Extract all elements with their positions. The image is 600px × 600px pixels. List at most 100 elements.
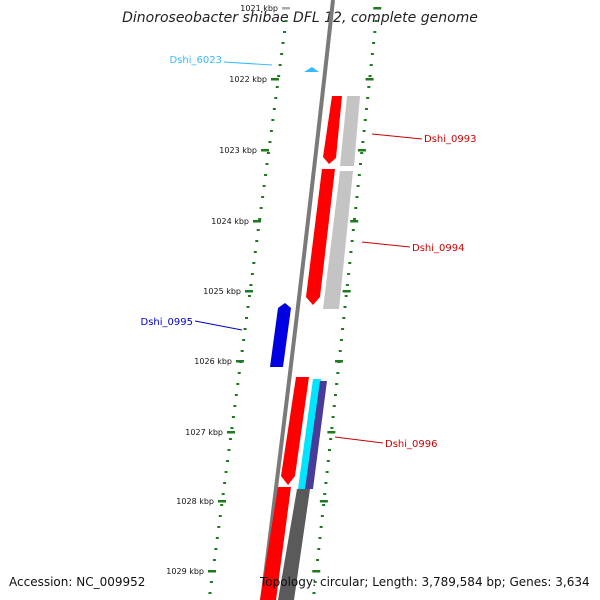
tick-label: 1026 kbp bbox=[194, 357, 232, 366]
tick-dot-right bbox=[349, 251, 353, 253]
tick-mark bbox=[208, 570, 216, 573]
tick-dot-left bbox=[281, 42, 285, 44]
tick-label: 1024 kbp bbox=[211, 217, 249, 226]
gene-label-dshi-0993[interactable]: Dshi_0993 bbox=[424, 134, 476, 145]
tick-dot-left bbox=[250, 273, 254, 275]
tick-dot-left bbox=[234, 394, 238, 396]
tick-dot-right bbox=[326, 460, 330, 462]
tick-dot-left bbox=[240, 350, 244, 352]
tick-dot-left bbox=[275, 86, 279, 88]
tick-dot-right bbox=[357, 174, 361, 176]
tick-dot-left bbox=[243, 328, 247, 330]
gene-arrow-lower[interactable] bbox=[260, 487, 291, 600]
tick-dot-right bbox=[332, 405, 336, 407]
tick-dot-right bbox=[325, 471, 329, 473]
genome-title: Dinoroseobacter shibae DFL 12, complete … bbox=[122, 10, 478, 26]
tick-dot-left bbox=[277, 75, 281, 77]
tick-dot-right bbox=[322, 504, 326, 506]
tick-dot-left bbox=[233, 405, 237, 407]
tick-dot-left bbox=[247, 295, 251, 297]
tick-dot-right bbox=[338, 350, 342, 352]
tick-mark bbox=[327, 431, 336, 434]
tick-dot-right bbox=[370, 53, 374, 55]
tick-dot-right bbox=[342, 317, 346, 319]
tick-dot-left bbox=[261, 196, 265, 198]
tick-dot-right bbox=[367, 86, 371, 88]
tick-dot-left bbox=[283, 31, 287, 33]
tick-mark bbox=[245, 290, 253, 293]
gene-arrow-dshi-0994[interactable] bbox=[306, 169, 335, 305]
tick-dot-left bbox=[262, 185, 266, 187]
tick-label: 1021 kbp bbox=[240, 4, 278, 13]
tick-dot-left bbox=[214, 548, 218, 550]
tick-mark bbox=[350, 220, 359, 223]
tick-mark bbox=[218, 500, 226, 503]
tick-dot-left bbox=[226, 460, 230, 462]
tick-dot-right bbox=[336, 372, 340, 374]
purple-track-feature bbox=[305, 381, 327, 489]
tick-dot-left bbox=[217, 526, 221, 528]
gene-labels: Dshi_6023 Dshi_0993 Dshi_0994 Dshi_0995 Dshi… bbox=[141, 55, 477, 450]
tick-dot-right bbox=[359, 163, 362, 165]
genome-stats-text: Topology: circular; Length: 3,789,584 bp… bbox=[260, 575, 590, 589]
tick-dot-left bbox=[221, 493, 225, 495]
tick-mark bbox=[282, 7, 290, 10]
tick-mark bbox=[236, 360, 244, 363]
gene-label-dshi-6023[interactable]: Dshi_6023 bbox=[170, 55, 222, 66]
gene-arrow-dshi-0995[interactable] bbox=[270, 303, 291, 367]
tick-dot-right bbox=[369, 64, 373, 66]
tick-dot-left bbox=[212, 559, 216, 561]
tick-dot-right bbox=[350, 240, 354, 242]
tick-dot-right bbox=[328, 449, 331, 451]
tick-dot-right bbox=[339, 339, 343, 341]
tick-dot-left bbox=[227, 449, 231, 451]
tick-dot-left bbox=[245, 317, 249, 319]
gene-label-dshi-0996[interactable]: Dshi_0996 bbox=[385, 439, 437, 450]
tick-dot-right bbox=[344, 295, 348, 297]
tick-dot-right bbox=[373, 31, 377, 33]
tick-label: 1029 kbp bbox=[166, 567, 204, 576]
tick-dot-left bbox=[274, 97, 278, 99]
tick-mark bbox=[261, 149, 269, 152]
gene-label-dshi-0994[interactable]: Dshi_0994 bbox=[412, 243, 464, 254]
gene-arrow-dshi-6023[interactable] bbox=[304, 67, 319, 72]
tick-dot-right bbox=[317, 548, 321, 550]
tick-label: 1028 kbp bbox=[176, 497, 214, 506]
gene-label-leader bbox=[371, 133, 423, 140]
tick-dot-right bbox=[331, 416, 335, 418]
tick-dot-right bbox=[333, 394, 337, 396]
genome-backbone bbox=[260, 0, 335, 600]
tick-dot-right bbox=[329, 438, 333, 440]
tick-dot-right bbox=[345, 284, 349, 286]
tick-dot-right bbox=[362, 130, 366, 132]
tick-dot-right bbox=[363, 119, 367, 121]
tick-dot-right bbox=[355, 196, 359, 198]
tick-dot-right bbox=[360, 152, 364, 154]
accession-text: Accession: NC_009952 bbox=[9, 575, 146, 589]
tick-dot-right bbox=[372, 42, 376, 44]
gene-arrow-dshi-0993[interactable] bbox=[323, 96, 342, 164]
tick-dot-right bbox=[316, 559, 320, 561]
tick-dot-right bbox=[335, 383, 339, 385]
tick-dot-left bbox=[242, 339, 246, 341]
tick-dot-left bbox=[268, 141, 272, 143]
cyan-track-feature bbox=[298, 379, 321, 489]
tick-dot-right bbox=[319, 526, 323, 528]
tick-dot-right bbox=[348, 262, 352, 264]
tick-dot-left bbox=[231, 416, 235, 418]
tick-mark bbox=[253, 220, 261, 223]
tick-dot-right bbox=[361, 141, 365, 143]
gene-label-dshi-0995[interactable]: Dshi_0995 bbox=[141, 317, 193, 328]
tick-dot-left bbox=[284, 20, 288, 22]
tick-dots bbox=[208, 20, 378, 594]
tick-dot-right bbox=[323, 493, 327, 495]
tick-dot-right bbox=[330, 427, 334, 429]
tick-dot-right bbox=[354, 207, 358, 209]
gene-arrow-dshi-0996[interactable] bbox=[281, 377, 309, 485]
gc-bar-lower bbox=[278, 489, 310, 600]
tick-mark bbox=[227, 431, 235, 434]
tick-dot-left bbox=[218, 515, 222, 517]
gene-label-leader bbox=[223, 61, 273, 66]
tick-dot-right bbox=[313, 581, 317, 583]
tick-label: 1023 kbp bbox=[219, 146, 257, 155]
